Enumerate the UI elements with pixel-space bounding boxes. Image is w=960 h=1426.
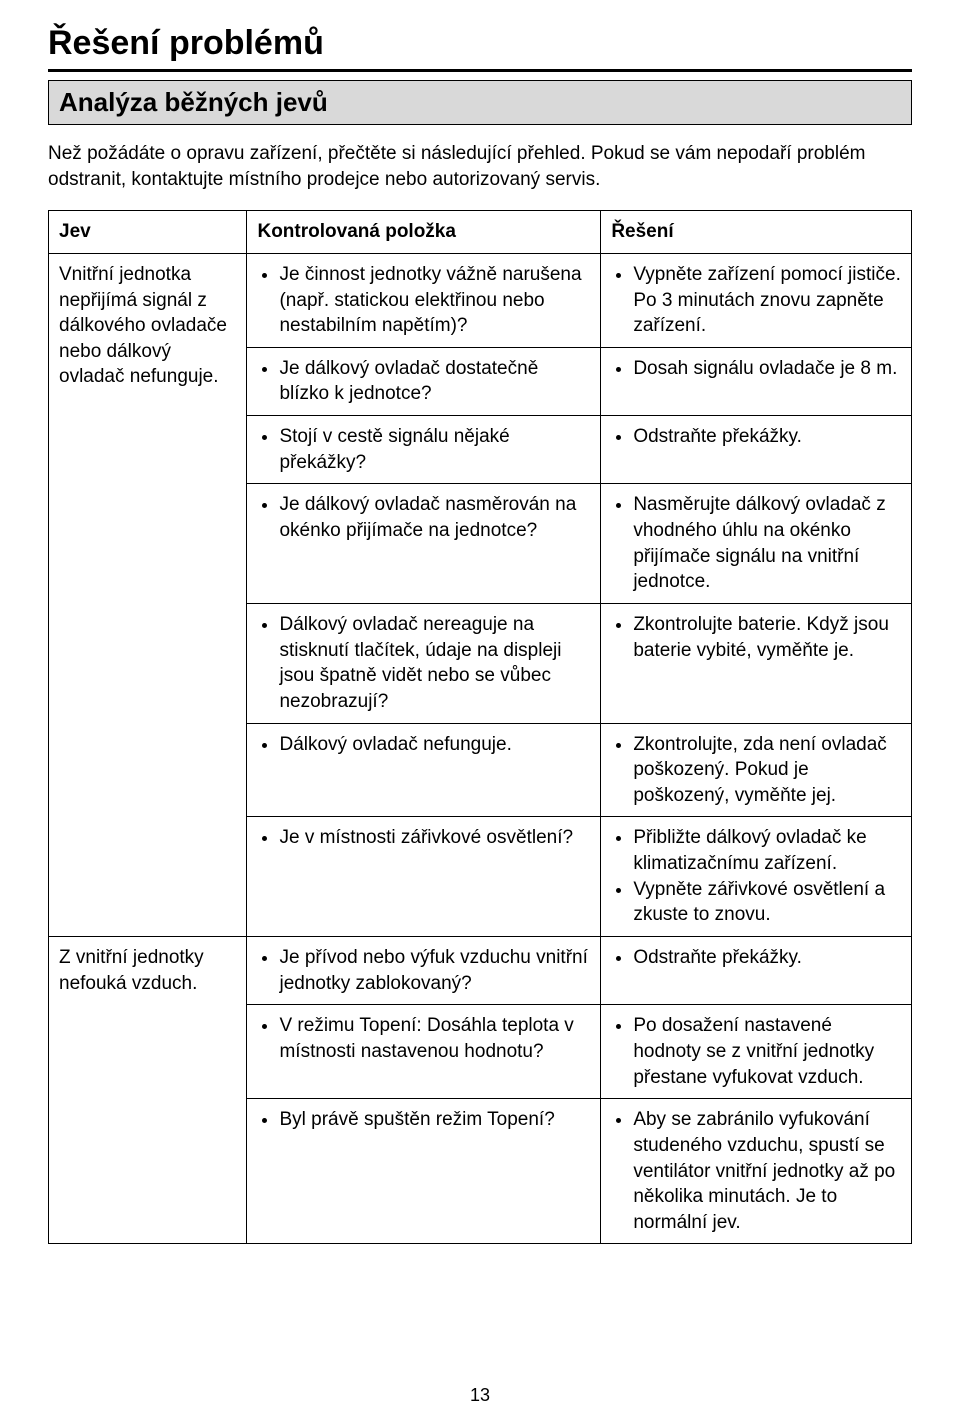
intro-paragraph: Než požádáte o opravu zařízení, přečtěte…: [48, 141, 912, 192]
cell-solution: Odstraňte překážky.: [601, 416, 912, 484]
bullet-item: Dosah signálu ovladače je 8 m.: [633, 356, 901, 382]
bullet-item: Aby se zabránilo vyfukování studeného vz…: [633, 1107, 901, 1235]
bullet-item: Odstraňte překážky.: [633, 945, 901, 971]
cell-jev: Z vnitřní jednotky nefouká vzduch.: [49, 937, 247, 1244]
cell-check: Je dálkový ovladač nasměrován na okénko …: [247, 484, 601, 604]
col-header-check: Kontrolovaná položka: [247, 211, 601, 254]
cell-check: Je činnost jednotky vážně narušena (např…: [247, 253, 601, 347]
cell-solution: Přibližte dálkový ovladač ke klimatizačn…: [601, 817, 912, 937]
cell-solution: Aby se zabránilo vyfukování studeného vz…: [601, 1099, 912, 1244]
cell-solution: Nasměrujte dálkový ovladač z vhodného úh…: [601, 484, 912, 604]
bullet-item: Dálkový ovladač nereaguje na stisknutí t…: [279, 612, 590, 715]
bullet-item: Byl právě spuštěn režim Topení?: [279, 1107, 590, 1133]
bullet-item: Je dálkový ovladač dostatečně blízko k j…: [279, 356, 590, 407]
bullet-item: Vypněte zářivkové osvětlení a zkuste to …: [633, 877, 901, 928]
cell-check: Stojí v cestě signálu nějaké překážky?: [247, 416, 601, 484]
cell-solution: Zkontrolujte baterie. Když jsou baterie …: [601, 603, 912, 723]
bullet-item: Zkontrolujte, zda není ovladač poškozený…: [633, 732, 901, 809]
bullet-item: Je dálkový ovladač nasměrován na okénko …: [279, 492, 590, 543]
section-subtitle: Analýza běžných jevů: [48, 80, 912, 125]
cell-solution: Zkontrolujte, zda není ovladač poškozený…: [601, 723, 912, 817]
cell-check: V režimu Topení: Dosáhla teplota v místn…: [247, 1005, 601, 1099]
bullet-item: V režimu Topení: Dosáhla teplota v místn…: [279, 1013, 590, 1064]
bullet-item: Odstraňte překážky.: [633, 424, 901, 450]
table-row: Vnitřní jednotka nepřijímá signál z dálk…: [49, 253, 912, 347]
bullet-item: Dálkový ovladač nefunguje.: [279, 732, 590, 758]
bullet-item: Je činnost jednotky vážně narušena (např…: [279, 262, 590, 339]
page-number: 13: [0, 1385, 960, 1406]
cell-check: Je dálkový ovladač dostatečně blízko k j…: [247, 347, 601, 415]
cell-solution: Odstraňte překážky.: [601, 937, 912, 1005]
cell-solution: Dosah signálu ovladače je 8 m.: [601, 347, 912, 415]
cell-check: Dálkový ovladač nereaguje na stisknutí t…: [247, 603, 601, 723]
bullet-item: Po dosažení nastavené hodnoty se z vnitř…: [633, 1013, 901, 1090]
cell-solution: Po dosažení nastavené hodnoty se z vnitř…: [601, 1005, 912, 1099]
bullet-item: Nasměrujte dálkový ovladač z vhodného úh…: [633, 492, 901, 595]
page: Řešení problémů Analýza běžných jevů Než…: [0, 0, 960, 1426]
table-header-row: Jev Kontrolovaná položka Řešení: [49, 211, 912, 254]
col-header-jev: Jev: [49, 211, 247, 254]
page-title: Řešení problémů: [48, 24, 912, 63]
cell-solution: Vypněte zařízení pomocí jističe. Po 3 mi…: [601, 253, 912, 347]
cell-check: Je přívod nebo výfuk vzduchu vnitřní jed…: [247, 937, 601, 1005]
bullet-item: Vypněte zařízení pomocí jističe. Po 3 mi…: [633, 262, 901, 339]
bullet-item: Zkontrolujte baterie. Když jsou baterie …: [633, 612, 901, 663]
cell-check: Byl právě spuštěn režim Topení?: [247, 1099, 601, 1244]
cell-check: Je v místnosti zářivkové osvětlení?: [247, 817, 601, 937]
table-row: Z vnitřní jednotky nefouká vzduch. Je př…: [49, 937, 912, 1005]
col-header-solution: Řešení: [601, 211, 912, 254]
divider-thick: [48, 69, 912, 72]
cell-check: Dálkový ovladač nefunguje.: [247, 723, 601, 817]
bullet-item: Je přívod nebo výfuk vzduchu vnitřní jed…: [279, 945, 590, 996]
cell-jev: Vnitřní jednotka nepřijímá signál z dálk…: [49, 253, 247, 936]
bullet-item: Je v místnosti zářivkové osvětlení?: [279, 825, 590, 851]
bullet-item: Přibližte dálkový ovladač ke klimatizačn…: [633, 825, 901, 876]
bullet-item: Stojí v cestě signálu nějaké překážky?: [279, 424, 590, 475]
troubleshooting-table: Jev Kontrolovaná položka Řešení Vnitřní …: [48, 210, 912, 1244]
